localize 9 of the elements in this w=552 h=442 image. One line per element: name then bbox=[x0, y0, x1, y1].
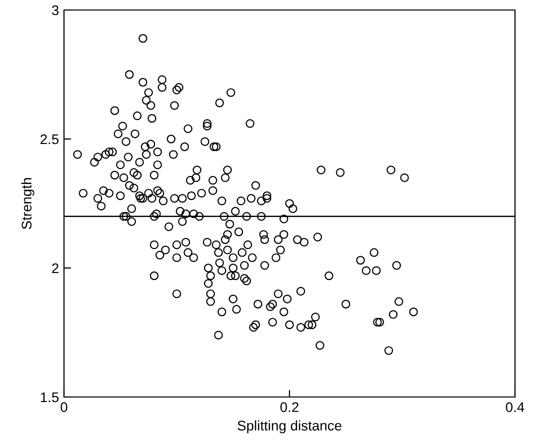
x-tick-label: 0 bbox=[60, 402, 68, 412]
y-axis-title: Strength bbox=[21, 178, 34, 230]
x-tick-label: 0.2 bbox=[280, 402, 298, 412]
y-tick-label: 3 bbox=[52, 5, 59, 16]
y-tick-label: 1.5 bbox=[40, 392, 59, 402]
x-tick-label: 0.4 bbox=[506, 402, 524, 412]
x-axis-title: Splitting distance bbox=[238, 420, 342, 434]
y-tick-label: 2.5 bbox=[40, 134, 59, 144]
y-tick-label: 2 bbox=[52, 263, 58, 274]
